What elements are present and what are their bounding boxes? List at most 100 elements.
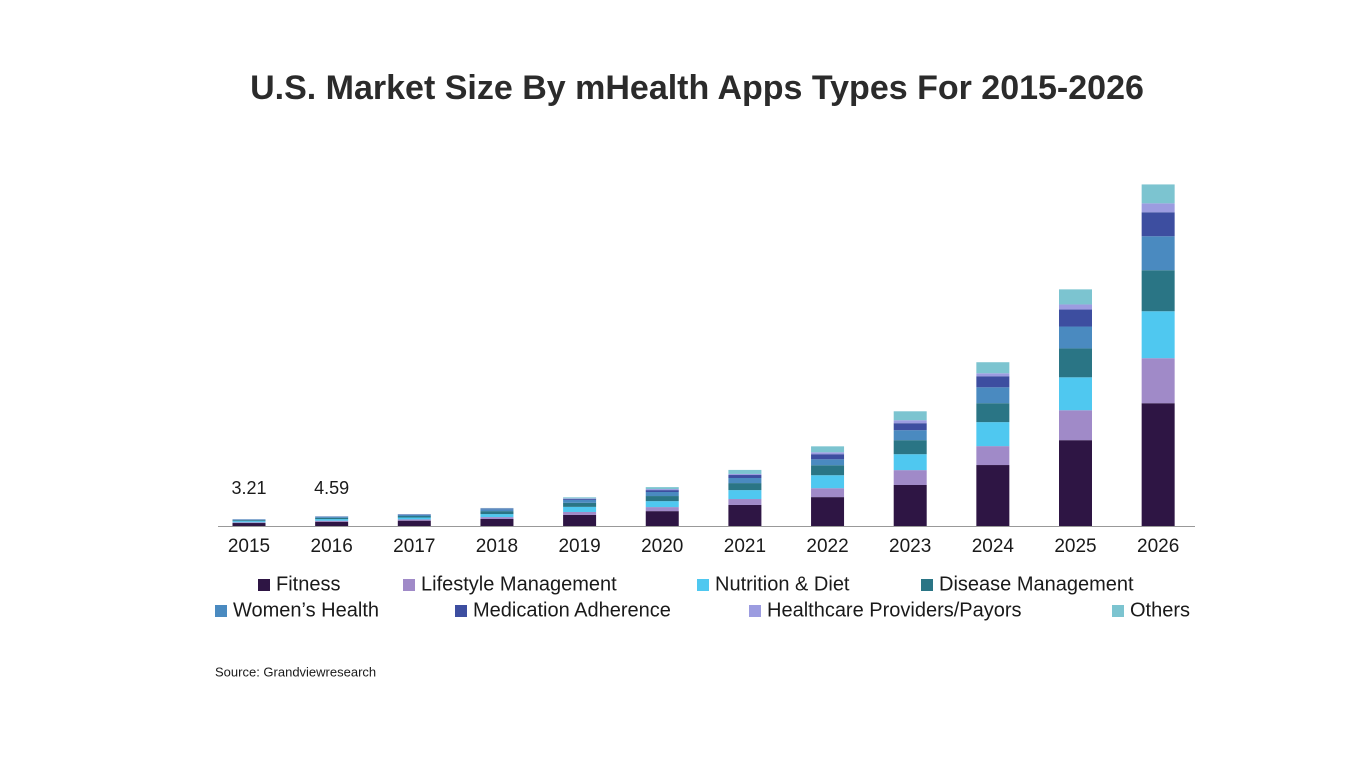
legend-label: Healthcare Providers/Payors — [767, 599, 1022, 621]
bar-segment — [1059, 348, 1092, 377]
bar-segment — [563, 515, 596, 526]
bar-segment — [398, 515, 431, 516]
bar-segment — [646, 487, 679, 489]
bar-segment — [976, 373, 1009, 376]
bar-segment — [480, 519, 513, 526]
bar-segment — [894, 454, 927, 470]
bar-segment — [1142, 212, 1175, 236]
x-tick-label: 2019 — [558, 536, 600, 557]
x-tick-label: 2026 — [1137, 536, 1179, 557]
bar-segment — [646, 511, 679, 526]
legend-swatch — [403, 579, 415, 591]
bar-segment — [398, 519, 431, 520]
bar-segment — [976, 446, 1009, 465]
bar-segment — [976, 465, 1009, 526]
bar-segment — [563, 503, 596, 507]
source-note: Source: Grandviewresearch — [215, 664, 376, 679]
x-tick-label: 2015 — [228, 536, 270, 557]
legend-swatch — [215, 605, 227, 617]
x-tick-label: 2021 — [724, 536, 766, 557]
bar-segment — [646, 489, 679, 490]
bar-segment — [233, 520, 266, 521]
bar-segment — [728, 478, 761, 483]
total-label: 3.21 — [231, 478, 266, 498]
bar-segment — [894, 485, 927, 526]
bar-segment — [1142, 203, 1175, 212]
bar-segment — [894, 423, 927, 430]
bar-segment — [1059, 310, 1092, 327]
bar-segment — [233, 521, 266, 522]
bar-segment — [233, 522, 266, 523]
bar-segment — [976, 403, 1009, 422]
bar-segment — [811, 459, 844, 465]
bar-segment — [728, 483, 761, 490]
bar-segment — [646, 501, 679, 507]
chart-title: U.S. Market Size By mHealth Apps Types F… — [250, 69, 1144, 107]
legend-label: Others — [1130, 599, 1190, 621]
bar-segment — [563, 497, 596, 498]
bar-segment — [811, 446, 844, 452]
bar-segment — [728, 470, 761, 474]
legend-swatch — [258, 579, 270, 591]
total-label: 4.59 — [314, 478, 349, 498]
legend-swatch — [455, 605, 467, 617]
bar-segment — [976, 422, 1009, 446]
x-tick-label: 2022 — [806, 536, 848, 557]
bar-segment — [1142, 403, 1175, 526]
bar-segment — [398, 521, 431, 526]
bar-segment — [894, 420, 927, 423]
bar-segment — [480, 514, 513, 517]
legend-label: Women’s Health — [233, 599, 379, 621]
bar-segment — [976, 387, 1009, 403]
bar-segment — [646, 492, 679, 496]
x-tick-label: 2024 — [972, 536, 1015, 557]
bar-segment — [398, 516, 431, 517]
legend-label: Medication Adherence — [473, 599, 671, 621]
bar-segment — [233, 523, 266, 526]
bar-segment — [728, 475, 761, 478]
bar-segment — [894, 430, 927, 440]
bar-segment — [811, 454, 844, 459]
bar-segment — [563, 507, 596, 512]
bar-segment — [233, 520, 266, 521]
bar-segment — [563, 512, 596, 515]
x-tick-label: 2023 — [889, 536, 931, 557]
legend-label: Disease Management — [939, 573, 1134, 595]
legend-swatch — [921, 579, 933, 591]
bar-segment — [1142, 311, 1175, 358]
bar-segment — [1142, 270, 1175, 311]
legend-label: Fitness — [276, 573, 340, 595]
bar-segment — [315, 519, 348, 521]
bar-segment — [894, 440, 927, 454]
legend-swatch — [1112, 605, 1124, 617]
bar-segment — [480, 511, 513, 514]
x-tick-label: 2020 — [641, 536, 683, 557]
bar-segment — [894, 411, 927, 420]
legend-label: Nutrition & Diet — [715, 573, 850, 595]
x-tick-label: 2017 — [393, 536, 435, 557]
bar-segment — [811, 475, 844, 488]
bar-segment — [646, 507, 679, 511]
x-tick-label: 2025 — [1054, 536, 1096, 557]
bar-segment — [1059, 327, 1092, 349]
bar-segment — [811, 452, 844, 454]
legend-swatch — [697, 579, 709, 591]
bar-segment — [728, 499, 761, 505]
bar-segment — [811, 497, 844, 526]
bar-segment — [646, 496, 679, 501]
bar-segment — [894, 470, 927, 485]
bar-segment — [315, 522, 348, 526]
bar-segment — [976, 362, 1009, 373]
legend-label: Lifestyle Management — [421, 573, 617, 595]
bar-segment — [480, 517, 513, 519]
bar-segment — [1142, 236, 1175, 270]
bar-segment — [315, 518, 348, 519]
bar-segment — [1142, 184, 1175, 203]
bar-segment — [728, 505, 761, 526]
bar-segment — [976, 376, 1009, 387]
bar-segment — [811, 465, 844, 475]
bar-segment — [563, 499, 596, 500]
bar-segment — [563, 500, 596, 503]
bar-segment — [315, 517, 348, 518]
